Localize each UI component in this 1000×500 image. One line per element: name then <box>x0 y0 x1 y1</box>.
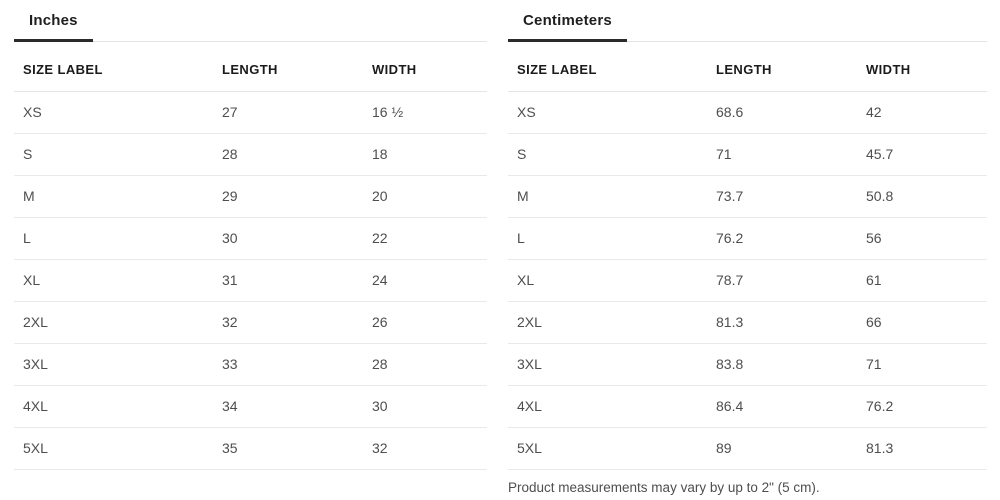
centimeters-panel: Centimeters SIZE LABEL LENGTH WIDTH XS 6… <box>508 0 987 496</box>
cell-size: L <box>508 217 707 260</box>
table-row: 2XL 81.3 66 <box>508 301 987 344</box>
cell-size: 2XL <box>14 301 213 344</box>
table-row: S 71 45.7 <box>508 133 987 176</box>
cell-width: 45.7 <box>857 133 987 176</box>
header-row: SIZE LABEL LENGTH WIDTH <box>14 42 487 92</box>
table-row: S 28 18 <box>14 133 487 176</box>
cell-size: 5XL <box>508 427 707 470</box>
cell-width: 24 <box>363 259 487 302</box>
table-row: 3XL 33 28 <box>14 343 487 386</box>
cell-width: 18 <box>363 133 487 176</box>
cell-size: 3XL <box>508 343 707 386</box>
cell-length: 32 <box>213 301 363 344</box>
cell-width: 20 <box>363 175 487 218</box>
table-row: L 30 22 <box>14 217 487 260</box>
cell-length: 34 <box>213 385 363 428</box>
cell-length: 86.4 <box>707 385 857 428</box>
centimeters-size-table: SIZE LABEL LENGTH WIDTH XS 68.6 42 S 71 … <box>508 42 987 470</box>
column-header-length: LENGTH <box>707 42 857 92</box>
cell-width: 61 <box>857 259 987 302</box>
cell-size: 4XL <box>508 385 707 428</box>
cell-length: 83.8 <box>707 343 857 386</box>
cell-width: 32 <box>363 427 487 470</box>
cell-length: 81.3 <box>707 301 857 344</box>
cell-width: 50.8 <box>857 175 987 218</box>
cell-length: 68.6 <box>707 91 857 134</box>
cell-width: 71 <box>857 343 987 386</box>
cell-width: 42 <box>857 91 987 134</box>
column-header-width: WIDTH <box>363 42 487 92</box>
cell-length: 78.7 <box>707 259 857 302</box>
table-row: 5XL 89 81.3 <box>508 427 987 470</box>
tab-centimeters[interactable]: Centimeters <box>508 0 627 42</box>
cell-size: XS <box>508 91 707 134</box>
table-row: L 76.2 56 <box>508 217 987 260</box>
cell-size: XL <box>508 259 707 302</box>
tab-inches[interactable]: Inches <box>14 0 93 42</box>
cell-size: S <box>508 133 707 176</box>
cell-length: 27 <box>213 91 363 134</box>
cell-width: 22 <box>363 217 487 260</box>
cell-width: 66 <box>857 301 987 344</box>
cell-width: 16 ½ <box>363 91 487 134</box>
cell-length: 33 <box>213 343 363 386</box>
cell-length: 73.7 <box>707 175 857 218</box>
cell-length: 28 <box>213 133 363 176</box>
cell-size: XL <box>14 259 213 302</box>
table-row: 4XL 86.4 76.2 <box>508 385 987 428</box>
inches-tabbar: Inches <box>14 0 487 42</box>
column-header-size-label: SIZE LABEL <box>508 42 707 92</box>
cell-size: XS <box>14 91 213 134</box>
cell-width: 30 <box>363 385 487 428</box>
table-row: 4XL 34 30 <box>14 385 487 428</box>
header-row: SIZE LABEL LENGTH WIDTH <box>508 42 987 92</box>
cell-length: 29 <box>213 175 363 218</box>
cell-size: L <box>14 217 213 260</box>
table-row: M 29 20 <box>14 175 487 218</box>
cell-length: 71 <box>707 133 857 176</box>
inches-size-table: SIZE LABEL LENGTH WIDTH XS 27 16 ½ S 28 … <box>14 42 487 470</box>
table-row: 3XL 83.8 71 <box>508 343 987 386</box>
cell-width: 26 <box>363 301 487 344</box>
table-row: M 73.7 50.8 <box>508 175 987 218</box>
table-row: XL 31 24 <box>14 259 487 302</box>
centimeters-tabbar: Centimeters <box>508 0 987 42</box>
column-header-width: WIDTH <box>857 42 987 92</box>
measurement-note: Product measurements may vary by up to 2… <box>508 480 820 495</box>
cell-width: 56 <box>857 217 987 260</box>
table-row: XS 27 16 ½ <box>14 91 487 134</box>
cell-width: 81.3 <box>857 427 987 470</box>
table-row: XS 68.6 42 <box>508 91 987 134</box>
cell-length: 89 <box>707 427 857 470</box>
table-row: XL 78.7 61 <box>508 259 987 302</box>
cell-length: 35 <box>213 427 363 470</box>
cell-size: M <box>14 175 213 218</box>
cell-size: 3XL <box>14 343 213 386</box>
cell-size: 2XL <box>508 301 707 344</box>
cell-width: 76.2 <box>857 385 987 428</box>
cell-size: 4XL <box>14 385 213 428</box>
cell-length: 31 <box>213 259 363 302</box>
inches-panel: Inches SIZE LABEL LENGTH WIDTH XS 27 16 … <box>14 0 487 470</box>
cell-length: 30 <box>213 217 363 260</box>
table-row: 2XL 32 26 <box>14 301 487 344</box>
cell-length: 76.2 <box>707 217 857 260</box>
column-header-length: LENGTH <box>213 42 363 92</box>
cell-size: 5XL <box>14 427 213 470</box>
cell-size: M <box>508 175 707 218</box>
table-row: 5XL 35 32 <box>14 427 487 470</box>
cell-width: 28 <box>363 343 487 386</box>
column-header-size-label: SIZE LABEL <box>14 42 213 92</box>
cell-size: S <box>14 133 213 176</box>
